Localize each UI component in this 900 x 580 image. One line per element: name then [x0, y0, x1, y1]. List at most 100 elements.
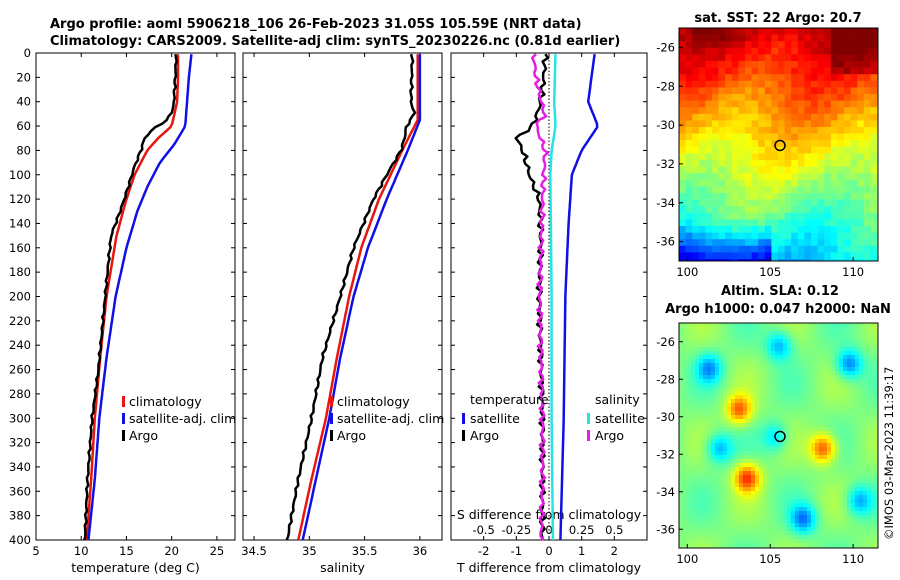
heatmap-cell: [763, 387, 768, 392]
y-tick-label: -34: [656, 196, 675, 210]
heatmap-cell: [743, 531, 748, 536]
heatmap-cell: [699, 415, 704, 420]
heatmap-cell: [735, 451, 740, 456]
heatmap-cell: [787, 527, 792, 532]
heatmap-cell: [771, 531, 776, 536]
heatmap-cell: [783, 487, 788, 492]
heatmap-cell: [839, 355, 844, 360]
heatmap-cell: [827, 523, 832, 528]
heatmap-cell: [815, 419, 820, 424]
heatmap-cell: [759, 543, 764, 548]
heatmap-cell: [817, 199, 825, 207]
heatmap-cell: [735, 371, 740, 376]
heatmap-cell: [779, 391, 784, 396]
heatmap-cell: [764, 166, 772, 174]
heatmap-cell: [739, 499, 744, 504]
heatmap-cell: [815, 431, 820, 436]
heatmap-cell: [692, 100, 700, 108]
heatmap-cell: [851, 399, 856, 404]
heatmap-cell: [687, 379, 692, 384]
heatmap-cell: [687, 467, 692, 472]
heatmap-cell: [815, 459, 820, 464]
heatmap-cell: [683, 407, 688, 412]
heatmap-cell: [698, 34, 706, 42]
heatmap-cell: [771, 503, 776, 508]
heatmap-cell: [711, 503, 716, 508]
heatmap-cell: [797, 226, 805, 233]
heatmap-cell: [839, 499, 844, 504]
heatmap-cell: [767, 479, 772, 484]
heatmap-cell: [784, 179, 792, 187]
series-line-salinity-argo: [530, 53, 549, 541]
heatmap-cell: [715, 463, 720, 468]
heatmap-cell: [755, 543, 760, 548]
heatmap-cell: [738, 153, 746, 161]
heatmap-cell: [807, 503, 812, 508]
heatmap-cell: [784, 107, 792, 115]
heatmap-cell: [847, 335, 852, 340]
heatmap-cell: [799, 359, 804, 364]
heatmap-cell: [823, 435, 828, 440]
sla-map-title-line2: Argo h1000: 0.047 h2000: NaN: [665, 302, 891, 317]
heatmap-cell: [835, 427, 840, 432]
heatmap-cell: [703, 351, 708, 356]
heatmap-cell: [787, 435, 792, 440]
heatmap-cell: [723, 363, 728, 368]
temperature-panel: 0204060801001201401601802002202402602803…: [9, 46, 236, 575]
heatmap-cell: [815, 359, 820, 364]
heatmap-cell: [731, 395, 736, 400]
heatmap-cell: [731, 427, 736, 432]
heatmap-cell: [827, 383, 832, 388]
heatmap-cell: [839, 399, 844, 404]
heatmap-cell: [683, 515, 688, 520]
heatmap-cell: [824, 232, 832, 240]
heatmap-cell: [712, 34, 719, 42]
heatmap-cell: [839, 335, 844, 340]
heatmap-cell: [775, 343, 780, 348]
heatmap-cell: [811, 519, 816, 524]
x-tick-label: 35: [302, 544, 317, 558]
heatmap-cell: [807, 487, 812, 492]
heatmap-cell: [679, 232, 686, 240]
heatmap-cell: [791, 335, 796, 340]
heatmap-cell: [683, 415, 688, 420]
heatmap-cell: [679, 383, 684, 388]
heatmap-cell: [844, 100, 851, 108]
heatmap-cell: [755, 419, 760, 424]
heatmap-cell: [791, 232, 799, 240]
heatmap-cell: [727, 495, 732, 500]
heatmap-cell: [803, 427, 808, 432]
heatmap-cell: [779, 483, 784, 488]
heatmap-cell: [835, 467, 840, 472]
heatmap-cell: [751, 451, 756, 456]
heatmap-cell: [707, 479, 712, 484]
heatmap-cell: [859, 531, 864, 536]
heatmap-cell: [875, 359, 879, 364]
heatmap-cell: [679, 399, 684, 404]
heatmap-cell: [695, 335, 700, 340]
heatmap-cell: [707, 387, 712, 392]
heatmap-cell: [683, 347, 688, 352]
heatmap-cell: [767, 515, 772, 520]
heatmap-cell: [867, 415, 872, 420]
heatmap-cell: [759, 519, 764, 524]
heatmap-cell: [811, 245, 818, 253]
heatmap-cell: [811, 80, 818, 88]
heatmap-cell: [867, 371, 872, 376]
heatmap-cell: [851, 495, 856, 500]
heatmap-cell: [767, 403, 772, 408]
heatmap-cell: [859, 495, 864, 500]
heatmap-cell: [703, 539, 708, 544]
heatmap-cell: [871, 343, 876, 348]
heatmap-cell: [783, 519, 788, 524]
heatmap-cell: [791, 61, 799, 68]
heatmap-cell: [839, 467, 844, 472]
heatmap-cell: [738, 245, 746, 253]
heatmap-cell: [791, 435, 796, 440]
heatmap-cell: [827, 531, 832, 536]
heatmap-cell: [787, 447, 792, 452]
heatmap-cell: [691, 379, 696, 384]
heatmap-cell: [687, 399, 692, 404]
heatmap-cell: [831, 495, 836, 500]
heatmap-cell: [711, 343, 716, 348]
